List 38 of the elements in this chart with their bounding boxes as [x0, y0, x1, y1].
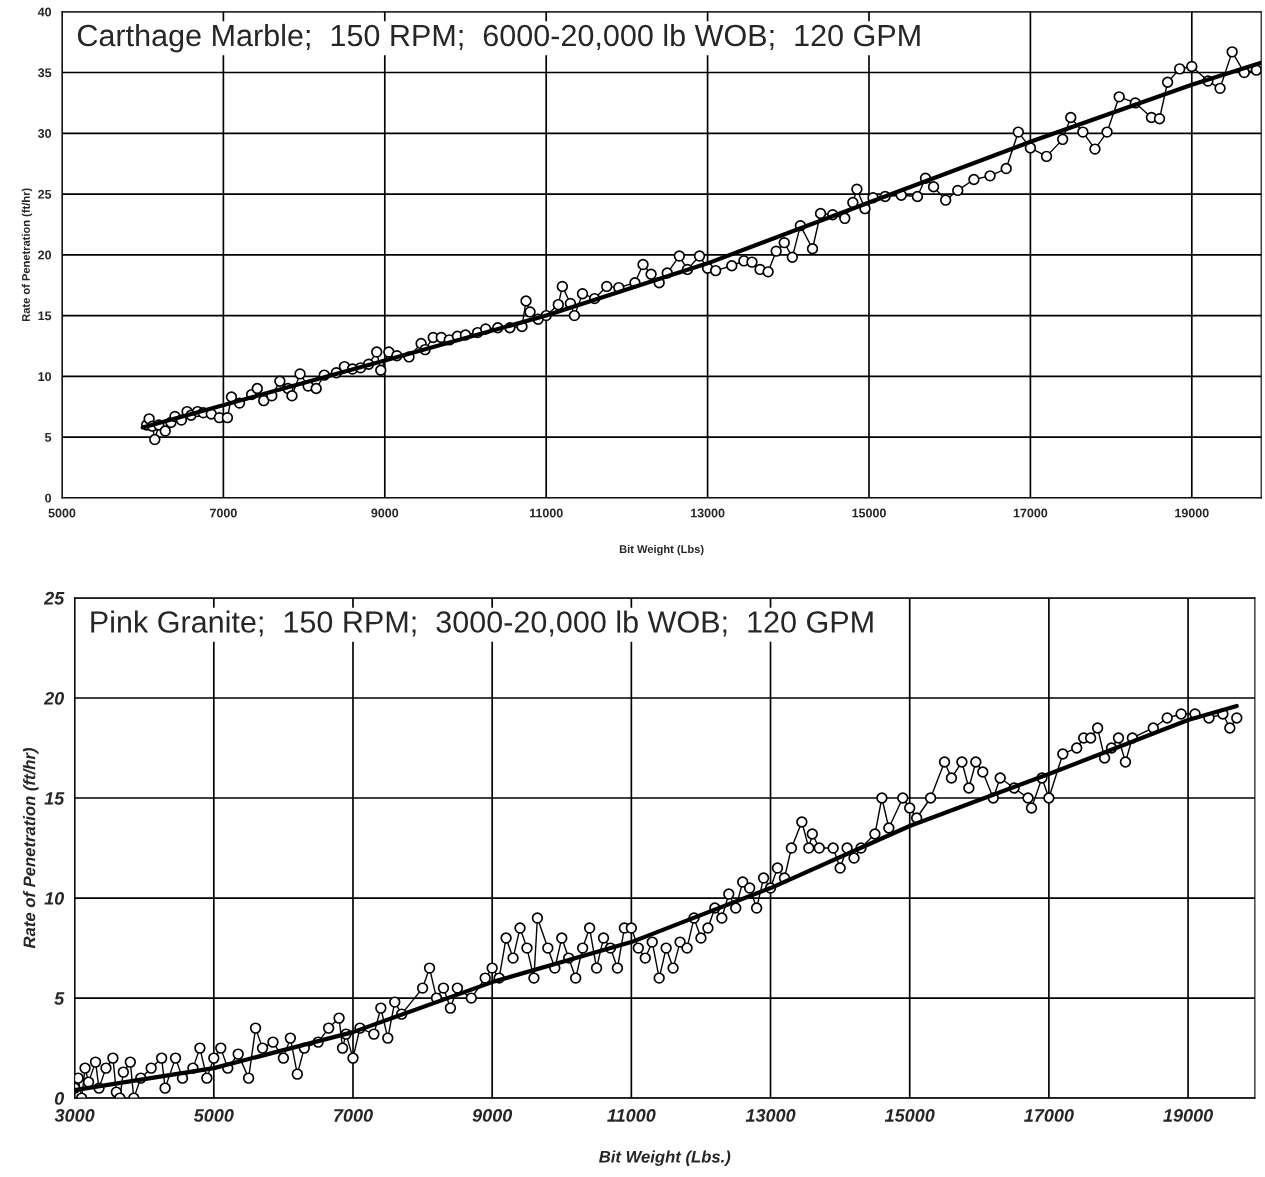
x-tick-label: 11000 — [529, 508, 563, 518]
x-tick-label: 9000 — [472, 1109, 513, 1122]
x-tick-label: 17000 — [1024, 1109, 1074, 1122]
y-tick-label: 20 — [43, 691, 65, 705]
chart-title: Pink Granite; 150 RPM; 3000-20,000 lb WOB; 120 GPM — [91, 610, 873, 637]
x-tick-label: 3000 — [54, 1109, 95, 1122]
x-axis-title: Bit Weight (Lbs.) — [599, 1150, 731, 1166]
x-tick-label: 7000 — [210, 508, 237, 518]
x-tick-label: 11000 — [607, 1109, 656, 1122]
x-tick-label: 19000 — [1175, 508, 1209, 518]
x-tick-label: 13000 — [745, 1109, 796, 1122]
x-tick-label: 15000 — [884, 1109, 935, 1122]
y-tick-label: 0 — [45, 493, 52, 503]
y-tick-label: 35 — [37, 68, 52, 78]
y-tick-label: 30 — [37, 129, 52, 138]
y-tick-label: 25 — [38, 189, 52, 199]
y-axis-title: Rate of Penetration (ft/hr) — [23, 748, 39, 949]
x-tick-label: 13000 — [691, 508, 725, 518]
x-tick-label: 19000 — [1163, 1109, 1213, 1122]
y-tick-label: 10 — [38, 372, 52, 381]
x-tick-label: 5000 — [193, 1109, 234, 1122]
y-tick-label: 15 — [44, 792, 65, 805]
y-tick-label: 5 — [45, 433, 52, 442]
y-tick-label: 25 — [43, 591, 65, 605]
y-axis-title: Rate of Penetration (ft/hr) — [21, 188, 33, 322]
y-tick-label: 15 — [38, 311, 52, 321]
x-tick-label: 17000 — [1013, 508, 1048, 518]
y-tick-label: 10 — [44, 891, 65, 905]
x-tick-label: 9000 — [371, 508, 399, 518]
x-axis-title: Bit Weight (Lbs) — [619, 544, 704, 556]
x-tick-label: 7000 — [334, 1109, 373, 1122]
x-tick-label: 5000 — [48, 508, 76, 518]
y-tick-label: 20 — [38, 250, 52, 260]
y-tick-label: 5 — [54, 992, 65, 1005]
x-tick-label: 15000 — [852, 508, 886, 518]
y-tick-label: 0 — [54, 1092, 65, 1105]
y-tick-label: 40 — [37, 7, 52, 17]
chart-title: Carthage Marble; 150 RPM; 6000-20,000 lb WOB; 120 GPM — [77, 23, 920, 53]
